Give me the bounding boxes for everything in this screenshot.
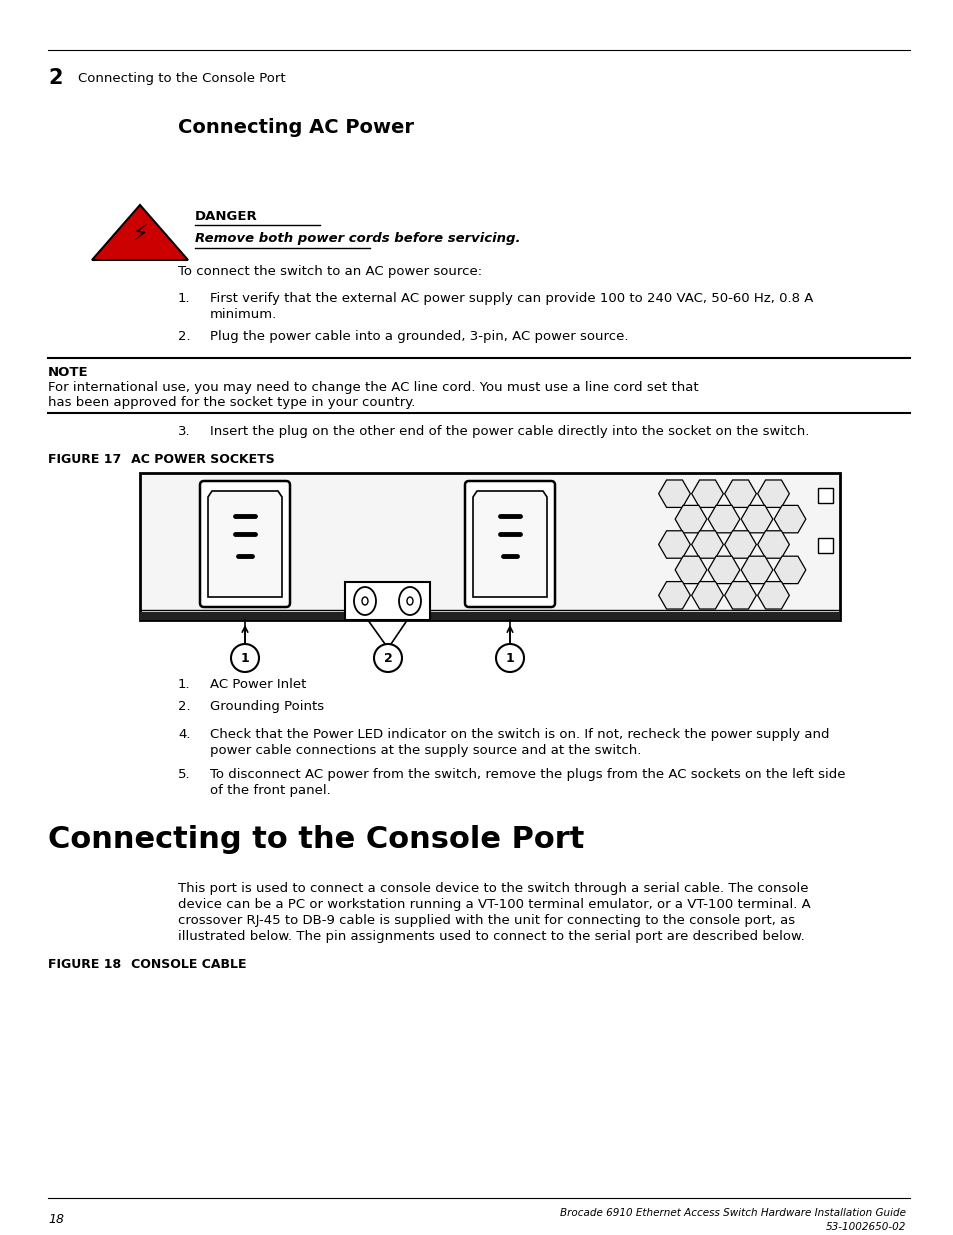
Ellipse shape: [398, 587, 420, 615]
Text: Check that the Power LED indicator on the switch is on. If not, recheck the powe: Check that the Power LED indicator on th…: [210, 727, 828, 741]
Text: 2: 2: [48, 68, 63, 88]
Bar: [817, 538, 832, 553]
Circle shape: [496, 643, 523, 672]
Bar: [140, 613, 840, 620]
Circle shape: [231, 643, 258, 672]
Text: NOTE: NOTE: [48, 366, 89, 379]
Text: To connect the switch to an AC power source:: To connect the switch to an AC power sou…: [178, 266, 481, 278]
Text: 1.: 1.: [178, 291, 191, 305]
Text: 2.: 2.: [178, 330, 191, 343]
Polygon shape: [208, 492, 282, 597]
Text: 53-1002650-02: 53-1002650-02: [824, 1221, 905, 1233]
Text: FIGURE 17: FIGURE 17: [48, 453, 121, 466]
Text: crossover RJ-45 to DB-9 cable is supplied with the unit for connecting to the co: crossover RJ-45 to DB-9 cable is supplie…: [178, 914, 794, 927]
Text: has been approved for the socket type in your country.: has been approved for the socket type in…: [48, 396, 415, 409]
Text: Connecting to the Console Port: Connecting to the Console Port: [78, 72, 285, 85]
Text: device can be a PC or workstation running a VT-100 terminal emulator, or a VT-10: device can be a PC or workstation runnin…: [178, 898, 810, 911]
Text: of the front panel.: of the front panel.: [210, 784, 331, 797]
Text: 4.: 4.: [178, 727, 191, 741]
Text: 1.: 1.: [178, 678, 191, 692]
Ellipse shape: [354, 587, 375, 615]
Text: Remove both power cords before servicing.: Remove both power cords before servicing…: [194, 232, 520, 245]
Text: To disconnect AC power from the switch, remove the plugs from the AC sockets on : To disconnect AC power from the switch, …: [210, 768, 844, 781]
FancyBboxPatch shape: [200, 480, 290, 606]
Bar: [817, 488, 832, 503]
Text: CONSOLE CABLE: CONSOLE CABLE: [118, 958, 246, 971]
Text: ⚡: ⚡: [132, 225, 148, 246]
Circle shape: [374, 643, 401, 672]
Text: 5.: 5.: [178, 768, 191, 781]
Text: 3.: 3.: [178, 425, 191, 438]
Ellipse shape: [361, 597, 368, 605]
Ellipse shape: [407, 597, 413, 605]
Text: Plug the power cable into a grounded, 3-pin, AC power source.: Plug the power cable into a grounded, 3-…: [210, 330, 628, 343]
Bar: [345, 582, 430, 620]
Text: Connecting AC Power: Connecting AC Power: [178, 119, 414, 137]
Bar: [140, 473, 840, 620]
Text: This port is used to connect a console device to the switch through a serial cab: This port is used to connect a console d…: [178, 882, 807, 895]
Text: First verify that the external AC power supply can provide 100 to 240 VAC, 50-60: First verify that the external AC power …: [210, 291, 813, 305]
Text: 1: 1: [240, 652, 249, 664]
Text: AC POWER SOCKETS: AC POWER SOCKETS: [118, 453, 274, 466]
Text: 2.: 2.: [178, 700, 191, 713]
Text: Insert the plug on the other end of the power cable directly into the socket on : Insert the plug on the other end of the …: [210, 425, 808, 438]
Text: illustrated below. The pin assignments used to connect to the serial port are de: illustrated below. The pin assignments u…: [178, 930, 804, 944]
Text: Grounding Points: Grounding Points: [210, 700, 324, 713]
Polygon shape: [91, 205, 188, 261]
Text: power cable connections at the supply source and at the switch.: power cable connections at the supply so…: [210, 743, 640, 757]
Text: 18: 18: [48, 1213, 64, 1226]
Polygon shape: [473, 492, 546, 597]
Text: DANGER: DANGER: [194, 210, 257, 224]
Text: Connecting to the Console Port: Connecting to the Console Port: [48, 825, 584, 853]
Text: Brocade 6910 Ethernet Access Switch Hardware Installation Guide: Brocade 6910 Ethernet Access Switch Hard…: [559, 1208, 905, 1218]
Text: FIGURE 18: FIGURE 18: [48, 958, 121, 971]
FancyBboxPatch shape: [464, 480, 555, 606]
Text: 2: 2: [383, 652, 392, 664]
Text: minimum.: minimum.: [210, 308, 277, 321]
Text: 1: 1: [505, 652, 514, 664]
Text: AC Power Inlet: AC Power Inlet: [210, 678, 306, 692]
Text: For international use, you may need to change the AC line cord. You must use a l: For international use, you may need to c…: [48, 382, 698, 394]
